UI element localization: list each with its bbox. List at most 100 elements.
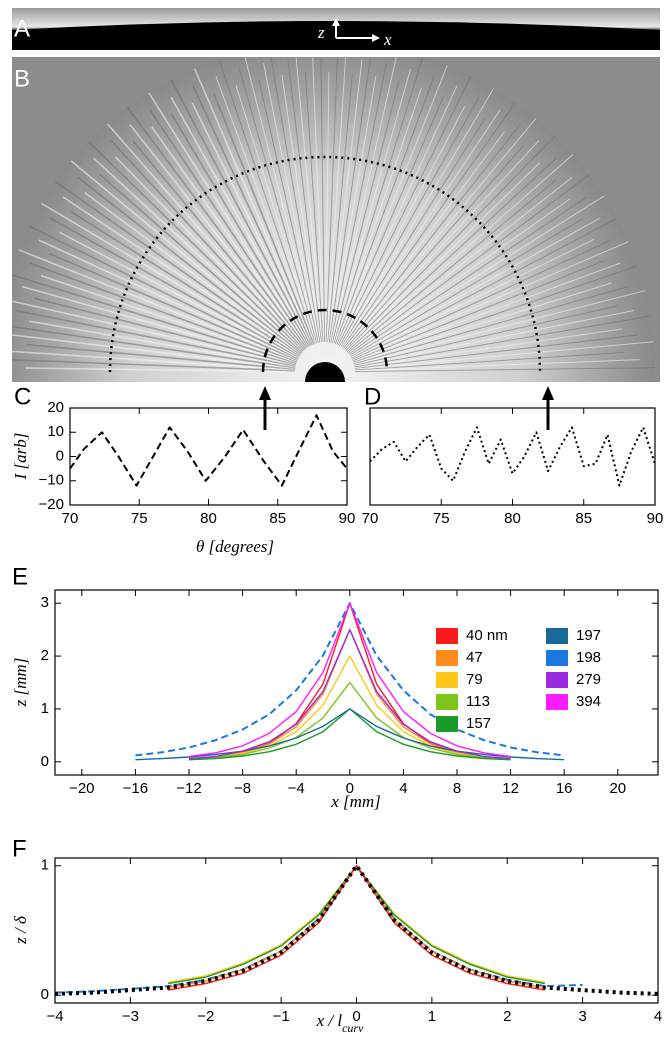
wrinkle-ray: [351, 238, 595, 360]
wrinkle-ray: [55, 180, 301, 356]
wrinkle-ray: [170, 113, 311, 347]
wrinkle-ray: [115, 156, 305, 352]
x-tick-label: 1: [428, 1008, 436, 1025]
x-tick-label: 4: [654, 1008, 662, 1025]
wrinkle-ray: [84, 191, 302, 355]
wrinkle-ray: [235, 85, 317, 344]
wrinkle-ray: [328, 57, 372, 343]
x-axis-label: x [mm]: [330, 792, 381, 811]
panel-b: [12, 57, 660, 382]
wrinkle-ray: [25, 367, 296, 373]
panel-a: A z x: [12, 8, 660, 50]
wrinkle-ray: [343, 124, 521, 349]
series-line: [54, 863, 659, 996]
series-line: [69, 414, 348, 487]
wrinkle-ray: [354, 310, 635, 367]
wrinkle-ray: [343, 117, 537, 350]
wrinkle-ray: [110, 140, 306, 351]
wrinkle-ray: [349, 198, 571, 356]
wrinkle-ray: [151, 126, 309, 348]
x-tick-label: −20: [69, 780, 94, 797]
x-tick-label: −8: [234, 780, 251, 797]
y-tick-label: 2: [41, 647, 49, 664]
wrinkle-ray: [326, 57, 347, 343]
wrinkle-ray: [26, 343, 296, 371]
wrinkle-ray: [12, 334, 296, 370]
wrinkle-ray: [40, 202, 300, 358]
wrinkle-ray: [350, 195, 605, 357]
wrinkle-ray: [352, 241, 629, 361]
wrinkle-ray: [354, 334, 638, 369]
wrinkle-ray: [348, 174, 590, 355]
y-tick-label: 0: [41, 986, 49, 1003]
arrow-head: [332, 18, 340, 26]
wrinkle-ray: [12, 300, 296, 367]
legend-swatch: [436, 694, 458, 710]
y-tick-label: 20: [47, 399, 64, 416]
x-tick-label: 85: [575, 510, 592, 527]
x-tick-label: 4: [399, 780, 407, 797]
legend-label: 157: [466, 715, 491, 732]
wrinkle-ray: [331, 57, 397, 343]
arrow-head: [259, 386, 271, 400]
wrinkle-ray: [270, 57, 321, 343]
wrinkle-ray: [34, 297, 297, 366]
wrinkle-ray: [49, 252, 298, 361]
series-line: [188, 628, 511, 760]
wrinkle-ray: [287, 59, 322, 343]
x-tick-label: 75: [433, 510, 450, 527]
plot-frame: [369, 407, 656, 506]
wrinkle-ray: [40, 274, 297, 364]
wrinkle-ray: [329, 76, 377, 343]
wrinkle-ray: [98, 173, 303, 353]
dashed-circle: [261, 308, 389, 373]
series-line: [369, 426, 656, 487]
wrinkle-ray: [12, 350, 296, 371]
wrinkle-ray: [344, 146, 524, 350]
wrinkle-ray: [70, 160, 303, 354]
panel-letter: B: [14, 65, 30, 92]
wrinkle-ray: [354, 367, 655, 373]
legend-swatch: [436, 628, 458, 644]
wrinkle-ray: [337, 85, 458, 345]
x-tick-label: 80: [200, 510, 217, 527]
wrinkle-ray: [244, 57, 319, 344]
series-line: [188, 628, 511, 760]
wrinkle-ray: [38, 239, 299, 361]
legend-label: 113: [466, 693, 490, 710]
wrinkle-ray: [340, 118, 486, 347]
sheet-disc: [12, 57, 655, 382]
plot-frame: [54, 857, 659, 1004]
wrinkle-ray: [353, 286, 629, 365]
wrinkle-ray: [12, 273, 297, 364]
y-axis-label: z [mm]: [11, 658, 30, 708]
wrinkle-ray: [350, 218, 584, 358]
drop: [305, 362, 345, 382]
x-tick-label: 70: [362, 510, 379, 527]
legend-swatch: [436, 672, 458, 688]
wrinkle-ray: [348, 176, 573, 354]
wrinkle-ray: [148, 92, 310, 348]
legend-label: 40 nm: [466, 627, 508, 644]
wrinkle-ray: [29, 262, 298, 363]
panel-letter: F: [12, 835, 27, 862]
wrinkle-ray: [354, 315, 651, 368]
wrinkle-ray: [324, 72, 330, 343]
series-line: [54, 864, 583, 994]
legend-swatch: [436, 650, 458, 666]
y-tick-label: 0: [56, 447, 64, 464]
y-tick-label: 1: [41, 857, 49, 874]
x-tick-label: −16: [123, 780, 148, 797]
legend-swatch: [546, 694, 568, 710]
x-tick-label: 12: [502, 780, 519, 797]
plot: 70 75 80 85 90 −20 −10 0 10 20: [39, 399, 356, 527]
wrinkle-ray: [351, 217, 618, 359]
wrinkle-ray: [88, 141, 305, 352]
wrinkle-ray: [77, 176, 302, 355]
plot: −4 −3 −2 −1 0 1 2 3 4 0 1: [41, 857, 663, 1025]
wrinkle-ray: [49, 217, 300, 359]
arrow-head: [372, 34, 380, 42]
wrinkle-ray: [347, 179, 556, 354]
wrinkle-ray: [170, 96, 312, 347]
